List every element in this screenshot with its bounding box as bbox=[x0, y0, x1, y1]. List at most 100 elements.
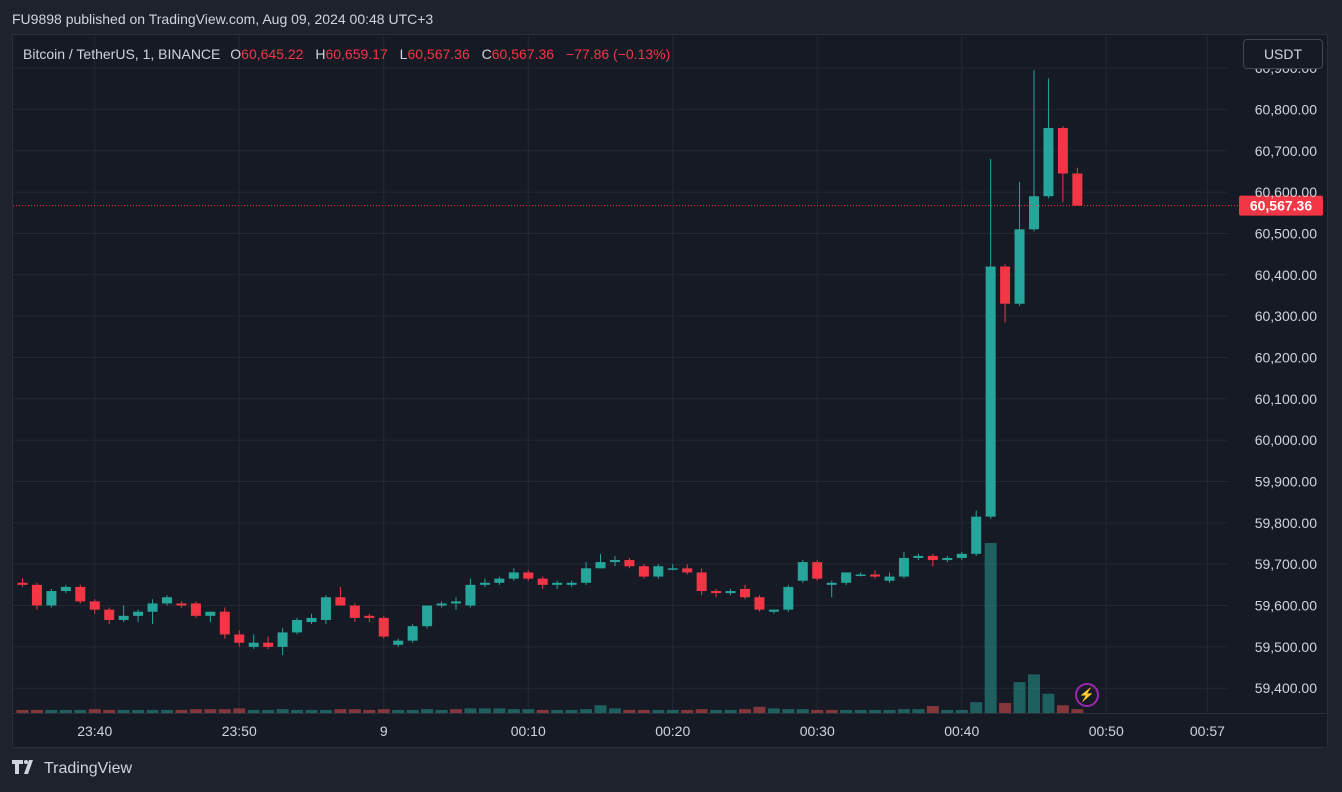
volume-bar bbox=[753, 706, 766, 713]
candle bbox=[682, 564, 693, 575]
candle bbox=[292, 617, 303, 635]
candle-body bbox=[971, 516, 982, 554]
volume-bar bbox=[695, 709, 708, 713]
volume-bar bbox=[1056, 705, 1069, 713]
candle bbox=[624, 557, 635, 569]
volume-bar bbox=[580, 709, 593, 713]
chart-panel[interactable]: 60,567.36 59,400.00 59,500.00 59,600.00 59,… bbox=[12, 34, 1329, 749]
candle bbox=[552, 580, 563, 589]
candle bbox=[320, 595, 331, 625]
candle-body bbox=[826, 582, 837, 585]
candle bbox=[537, 576, 548, 589]
candle bbox=[219, 607, 230, 639]
candle-body bbox=[393, 640, 404, 645]
volume-bar bbox=[623, 709, 636, 713]
volume-bar bbox=[507, 709, 520, 713]
candle bbox=[985, 159, 996, 519]
candle-body bbox=[653, 566, 664, 577]
volume-bar bbox=[984, 543, 997, 713]
lightning-bolt-icon[interactable]: ⚡ bbox=[1075, 683, 1099, 707]
candle-body bbox=[638, 566, 649, 577]
candle bbox=[812, 560, 823, 581]
candle-body bbox=[740, 588, 750, 598]
grid-lines bbox=[13, 35, 1329, 714]
candle bbox=[393, 638, 404, 647]
close-value: 60,567.36 bbox=[491, 46, 555, 62]
volume-bar bbox=[189, 709, 202, 713]
y-tick-label: 59,400.00 bbox=[1255, 680, 1317, 696]
volume-bar bbox=[247, 709, 260, 713]
x-tick-label: 00:50 bbox=[1089, 723, 1124, 739]
candle-body bbox=[927, 555, 938, 561]
candle-body bbox=[147, 603, 158, 612]
volume-bar bbox=[926, 706, 939, 713]
candle-body bbox=[1000, 266, 1011, 304]
candle bbox=[581, 562, 592, 585]
candle bbox=[75, 584, 86, 604]
candle-body bbox=[725, 591, 736, 594]
candle-body bbox=[133, 611, 144, 616]
candle-body bbox=[104, 609, 115, 620]
candle-body bbox=[1057, 128, 1068, 174]
candle bbox=[118, 605, 129, 623]
candle bbox=[1057, 125, 1068, 203]
volume-bar bbox=[710, 709, 723, 713]
volume-bar bbox=[377, 709, 390, 713]
volume-bar bbox=[435, 709, 448, 713]
low-value: 60,567.36 bbox=[407, 46, 470, 62]
volume-bar bbox=[666, 709, 679, 713]
candles bbox=[17, 70, 1083, 656]
volume-bar bbox=[652, 709, 665, 713]
last-price-label: 60,567.36 bbox=[1250, 198, 1312, 214]
candle bbox=[349, 603, 360, 623]
time-axis: 23:40 23:50 9 00:10 00:20 00:30 00:40 00:50 00:5… bbox=[77, 723, 1225, 739]
last-price-tag bbox=[1239, 195, 1323, 216]
volume-bar bbox=[970, 702, 983, 713]
candle bbox=[205, 611, 216, 623]
candle bbox=[422, 605, 433, 629]
candle bbox=[1043, 78, 1054, 199]
candle-body bbox=[190, 603, 201, 616]
candle bbox=[306, 613, 317, 625]
candle-body bbox=[884, 576, 895, 581]
candle-body bbox=[783, 586, 794, 610]
last-price-line: 60,567.36 bbox=[13, 195, 1323, 216]
volume-bar bbox=[825, 709, 838, 713]
currency-button[interactable]: USDT bbox=[1243, 39, 1323, 69]
volume-bar bbox=[637, 709, 650, 713]
candle-body bbox=[205, 611, 216, 616]
candle-body bbox=[985, 266, 996, 517]
volume-bar bbox=[74, 709, 87, 713]
volume-bar bbox=[464, 708, 477, 713]
candle bbox=[479, 578, 490, 587]
volume-bar bbox=[59, 709, 72, 713]
candle-body bbox=[711, 591, 722, 594]
x-tick-label: 23:40 bbox=[77, 723, 112, 739]
volume-bar bbox=[608, 708, 621, 713]
volume-bar bbox=[681, 709, 694, 713]
candle bbox=[60, 584, 71, 594]
candle-body bbox=[451, 601, 461, 604]
volume-bar bbox=[1013, 682, 1026, 713]
candle-body bbox=[566, 582, 577, 585]
candle-body bbox=[841, 572, 852, 583]
tradingview-brand[interactable]: TradingView bbox=[12, 760, 132, 778]
candle-body bbox=[46, 591, 57, 606]
x-tick-label: 00:20 bbox=[655, 723, 690, 739]
volume-bar bbox=[16, 709, 29, 713]
candle-body bbox=[349, 605, 360, 618]
candle-body bbox=[292, 619, 303, 633]
brand-name: TradingView bbox=[44, 760, 133, 777]
candle-body bbox=[552, 582, 563, 585]
candle bbox=[884, 572, 895, 583]
volume-bar bbox=[132, 709, 145, 713]
candle bbox=[855, 572, 866, 577]
candle-body bbox=[682, 568, 693, 573]
y-tick-label: 60,600.00 bbox=[1255, 184, 1317, 200]
candle-body bbox=[913, 555, 924, 558]
price-chart[interactable]: 60,567.36 59,400.0059,500.0059,600.0059,… bbox=[13, 35, 1329, 749]
candle bbox=[725, 588, 736, 596]
candle-body bbox=[1072, 173, 1083, 206]
volume-bar bbox=[218, 709, 231, 713]
change-value: −77.86 (−0.13%) bbox=[565, 46, 671, 62]
